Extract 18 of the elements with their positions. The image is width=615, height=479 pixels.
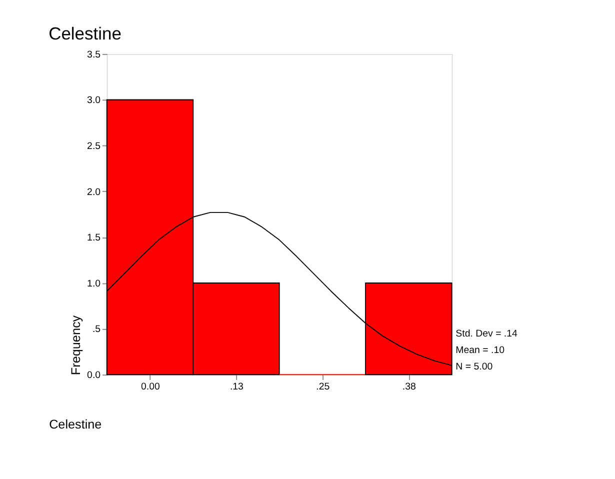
- y-tick-label: 3.5: [87, 49, 101, 60]
- y-tick-label: 1.0: [87, 278, 102, 290]
- y-tick-label: 2.0: [87, 186, 102, 198]
- x-tick-label: 0.00: [141, 382, 161, 393]
- text: Std. Dev = .14: [456, 328, 518, 340]
- text: Mean = .10: [456, 345, 506, 356]
- y-tick-label: 1.5: [87, 232, 101, 244]
- text: N = 5.00: [456, 362, 494, 373]
- y-tick-label: 2.5: [87, 140, 101, 152]
- y-tick-label: 3.0: [87, 95, 102, 106]
- x-tick-label: .38: [402, 382, 416, 393]
- y-tick-label: .5: [92, 324, 101, 336]
- chart-title: Celestine: [48, 23, 122, 44]
- x-tick-label: .25: [316, 382, 330, 393]
- x-tick-label: .13: [230, 382, 244, 393]
- y-axis-title: Frequency: [69, 314, 84, 376]
- x-axis-title: Celestine: [49, 418, 102, 432]
- y-tick-label: 0.0: [87, 370, 102, 381]
